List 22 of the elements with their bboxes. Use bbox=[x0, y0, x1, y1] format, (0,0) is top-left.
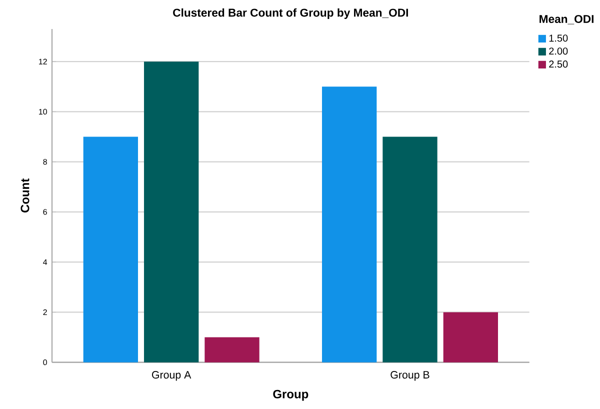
y-tick-label: 4 bbox=[43, 259, 48, 265]
legend-title: Mean_ODI bbox=[540, 14, 594, 24]
y-tick-label: 12 bbox=[39, 58, 47, 64]
y-tick-label: 8 bbox=[43, 158, 47, 165]
bar bbox=[322, 86, 377, 362]
y-tick-label: 10 bbox=[39, 108, 47, 115]
bar bbox=[83, 136, 138, 362]
chart-title: Clustered Bar Count of Group by Mean_ODI bbox=[173, 8, 408, 19]
legend-label: 1.50 bbox=[549, 34, 568, 42]
y-tick-label: 6 bbox=[43, 209, 47, 215]
legend-label: 2.50 bbox=[549, 60, 568, 68]
y-tick-label: 2 bbox=[43, 309, 47, 315]
bar bbox=[382, 136, 438, 362]
x-tick-label: Group A bbox=[152, 371, 192, 381]
x-axis-title: Group bbox=[273, 390, 308, 401]
bar bbox=[204, 337, 260, 362]
bar bbox=[144, 62, 199, 362]
y-tick-label: 0 bbox=[43, 359, 47, 366]
y-axis-title: Count bbox=[20, 178, 30, 212]
bar bbox=[443, 312, 498, 362]
legend-label: 2.00 bbox=[549, 48, 568, 55]
x-tick-label: Group B bbox=[390, 371, 430, 381]
